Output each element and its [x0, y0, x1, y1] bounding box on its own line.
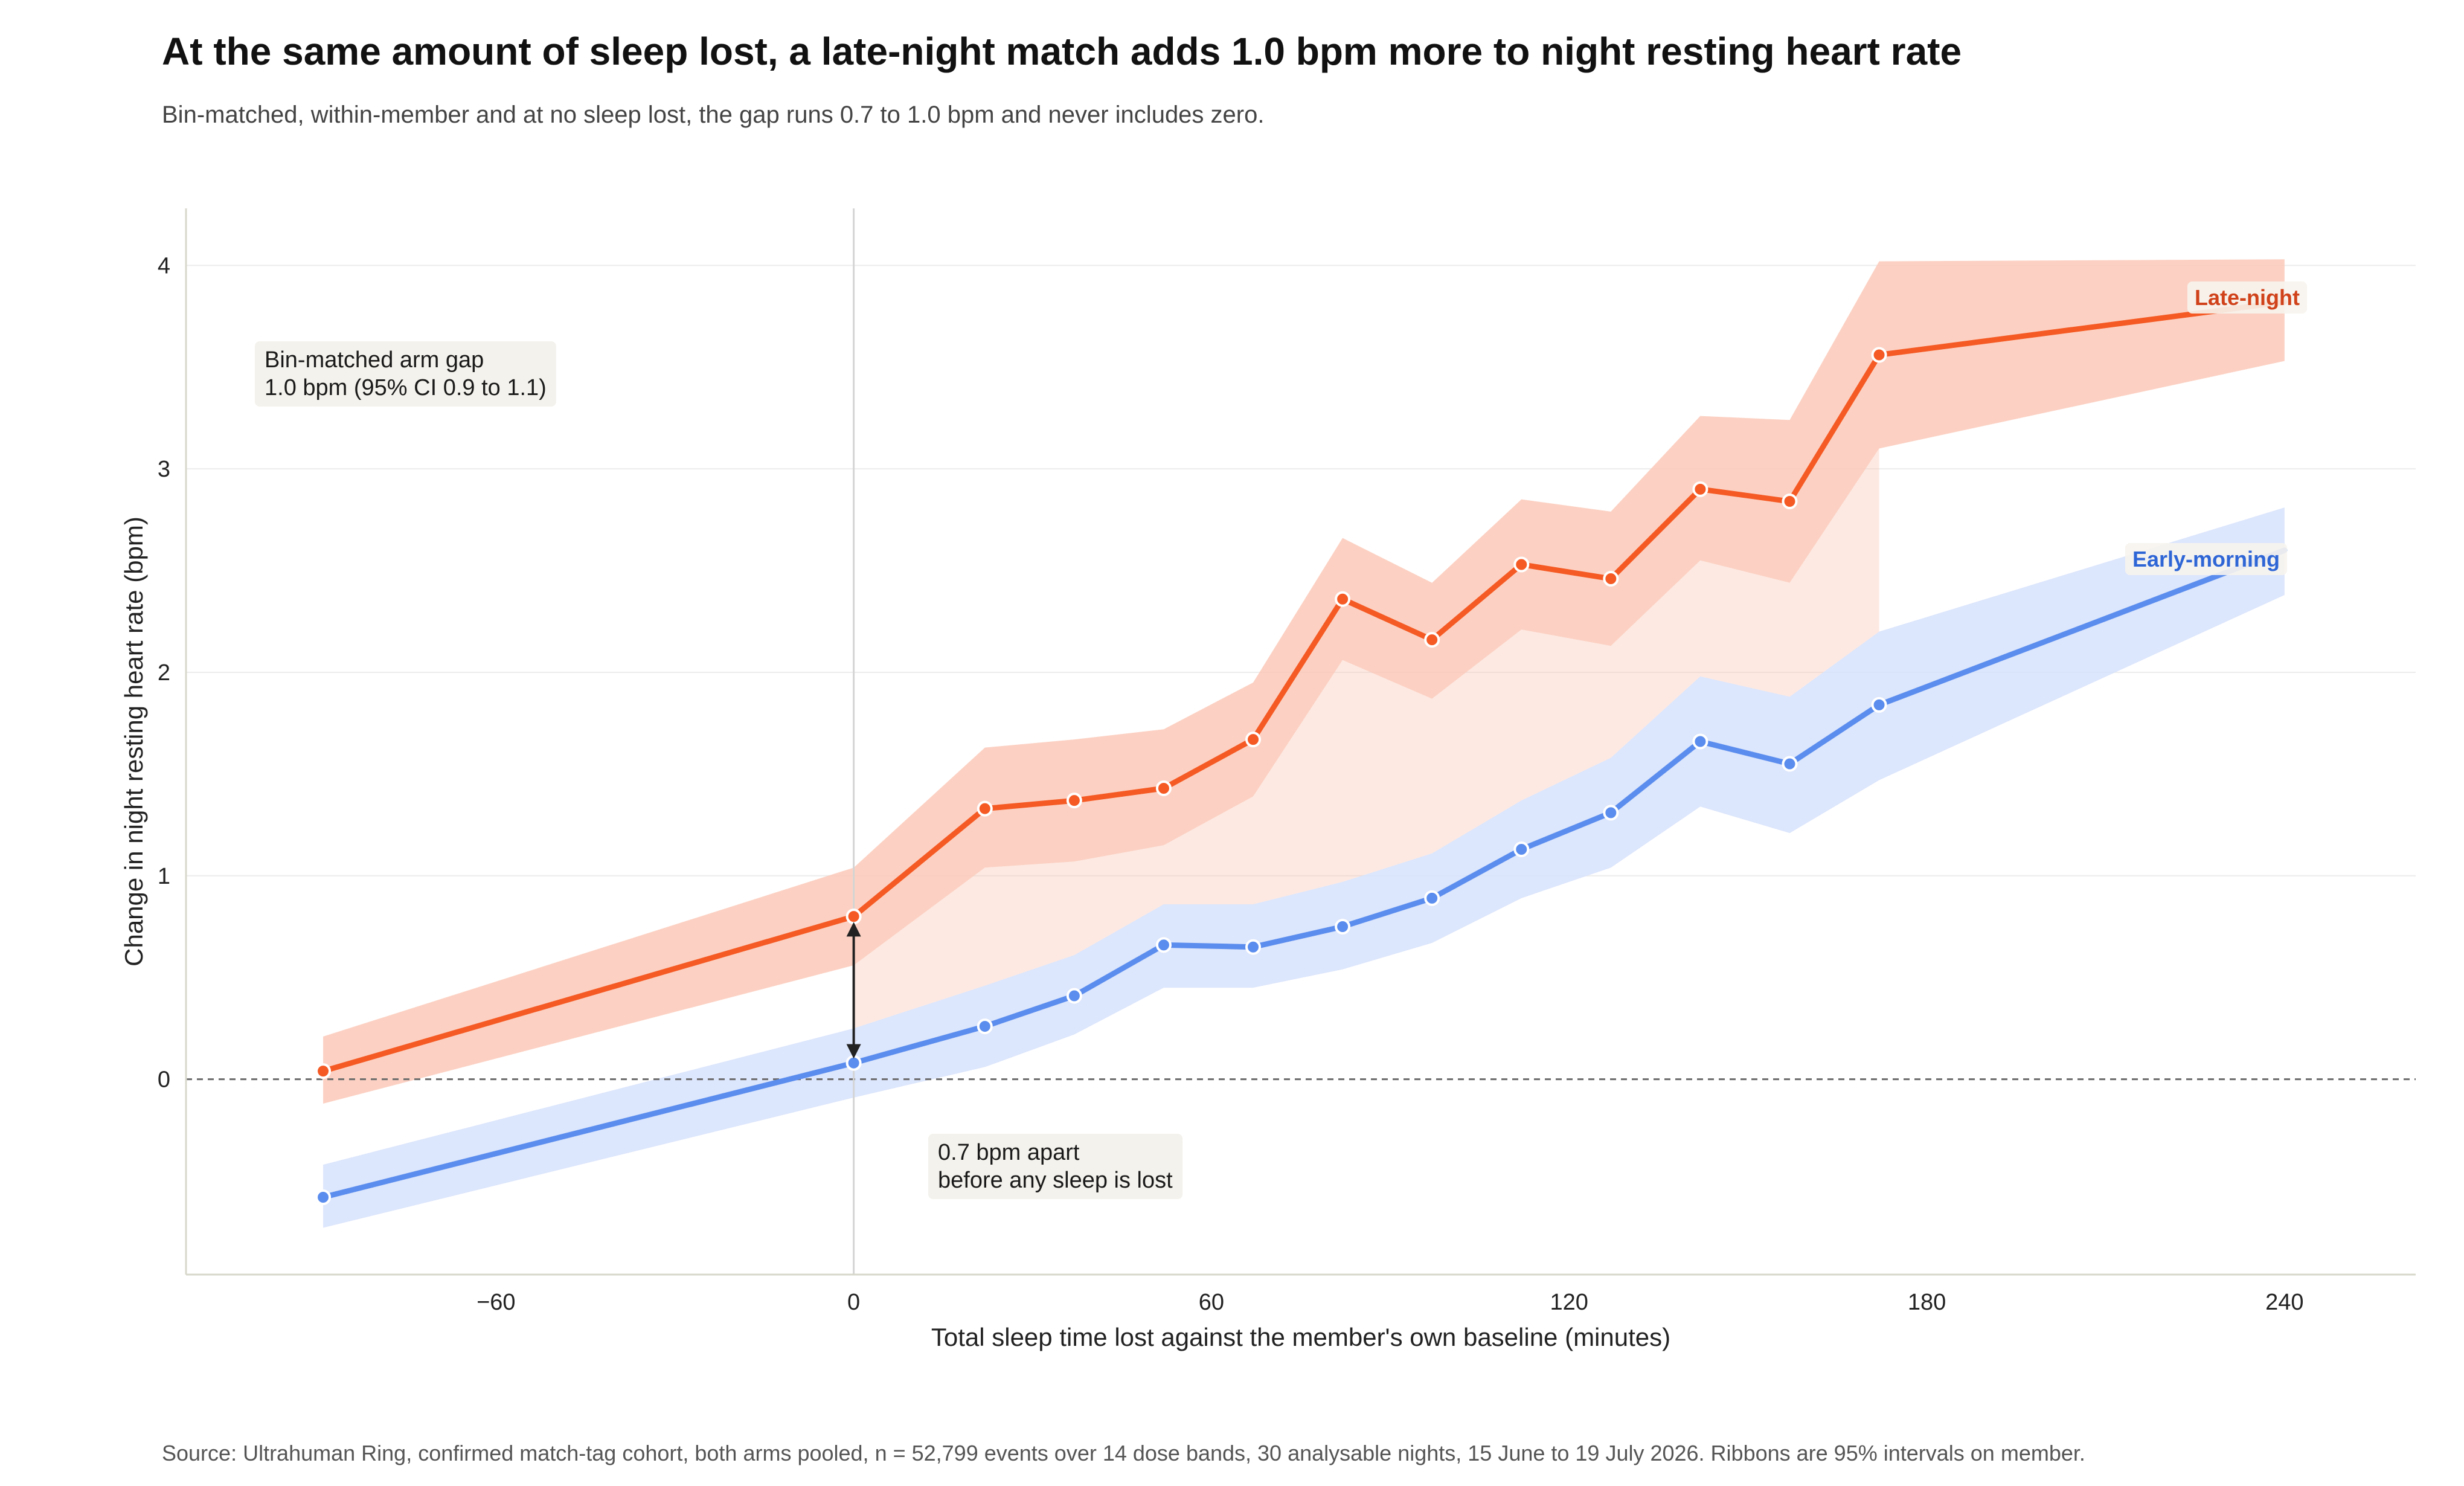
source-note: Source: Ultrahuman Ring, confirmed match…	[162, 1441, 2085, 1465]
y-tick-label: 4	[158, 253, 170, 278]
x-tick-label: 120	[1550, 1290, 1588, 1315]
late-night-point	[1245, 732, 1262, 748]
early-morning-point	[1335, 919, 1351, 935]
zero-gap-annotation: 0.7 bpm apart before any sleep is lost	[928, 1134, 1183, 1199]
page-title: At the same amount of sleep lost, a late…	[162, 30, 1962, 73]
early-morning-point	[1245, 939, 1262, 955]
early-morning-point	[1155, 937, 1172, 953]
y-tick-label: 1	[158, 864, 170, 889]
late-night-point	[1871, 347, 1887, 363]
early-morning-label-bg	[2125, 543, 2287, 575]
x-axis-label: Total sleep time lost against the member…	[931, 1323, 1670, 1351]
late-night-point	[1424, 632, 1440, 648]
late-night-point	[1155, 780, 1172, 796]
early-morning-point	[845, 1055, 862, 1071]
gap-fill	[853, 448, 1879, 1029]
arm-gap-annotation-bg	[255, 341, 556, 407]
late-night-point	[1335, 591, 1351, 607]
early-morning-point	[1424, 890, 1440, 906]
confidence-bands	[323, 259, 2285, 1228]
x-tick-label: 240	[2265, 1290, 2303, 1315]
y-tick-label: 3	[158, 457, 170, 482]
late-night-point	[1066, 793, 1082, 809]
late-night-label-bg	[2187, 281, 2307, 314]
late-night-line	[320, 299, 2288, 1074]
axes: 0 1 2 3 4 −60 0 60 120 180 240 Total sleep time los…	[120, 208, 2416, 1351]
late-night-point	[1603, 571, 1619, 587]
early-morning-label: Early-morning	[2132, 547, 2280, 571]
x-tick-label: 180	[1908, 1290, 1946, 1315]
x-tick-label: 0	[847, 1290, 860, 1315]
annotations: Late-night Early-morning Bin-matched arm g…	[255, 281, 2307, 1199]
series-points	[315, 347, 1887, 1206]
zero-gap-annotation-line: 0.7 bpm apart	[938, 1140, 1080, 1165]
late-night-label: Late-night	[2195, 285, 2300, 310]
x-tick-label: 60	[1199, 1290, 1224, 1315]
series-lines	[320, 299, 2288, 1200]
early-morning-point	[1513, 841, 1530, 858]
y-tick-label: 0	[158, 1067, 170, 1093]
early-morning-point	[1066, 988, 1082, 1004]
early-morning-point	[1692, 733, 1708, 750]
early-morning-band	[323, 507, 2285, 1228]
arm-gap-annotation-line: Bin-matched arm gap	[265, 347, 484, 373]
zero-gap-annotation-line: before any sleep is lost	[938, 1168, 1173, 1193]
early-morning-line	[320, 547, 2288, 1200]
late-night-point	[315, 1063, 332, 1079]
late-night-point	[1692, 481, 1708, 497]
late-night-point	[1513, 556, 1530, 573]
page-subtitle: Bin-matched, within-member and at no sle…	[162, 101, 1265, 128]
late-night-point	[1782, 494, 1798, 510]
late-night-band	[323, 259, 2285, 1104]
early-morning-point	[1871, 696, 1887, 713]
late-night-point	[977, 800, 993, 817]
y-tick-label: 2	[158, 660, 170, 686]
arm-gap-annotation-line: 1.0 bpm (95% CI 0.9 to 1.1)	[265, 375, 547, 400]
early-morning-point	[1782, 756, 1798, 772]
x-tick-label: −60	[476, 1290, 515, 1315]
late-night-point	[845, 909, 862, 925]
zero-gap-annotation-bg	[928, 1134, 1183, 1199]
early-morning-point	[315, 1189, 332, 1206]
y-axis-label: Change in night resting heart rate (bpm)	[120, 516, 148, 967]
reference-lines	[186, 208, 2416, 1275]
early-morning-point	[977, 1018, 993, 1035]
early-morning-point	[1603, 805, 1619, 821]
